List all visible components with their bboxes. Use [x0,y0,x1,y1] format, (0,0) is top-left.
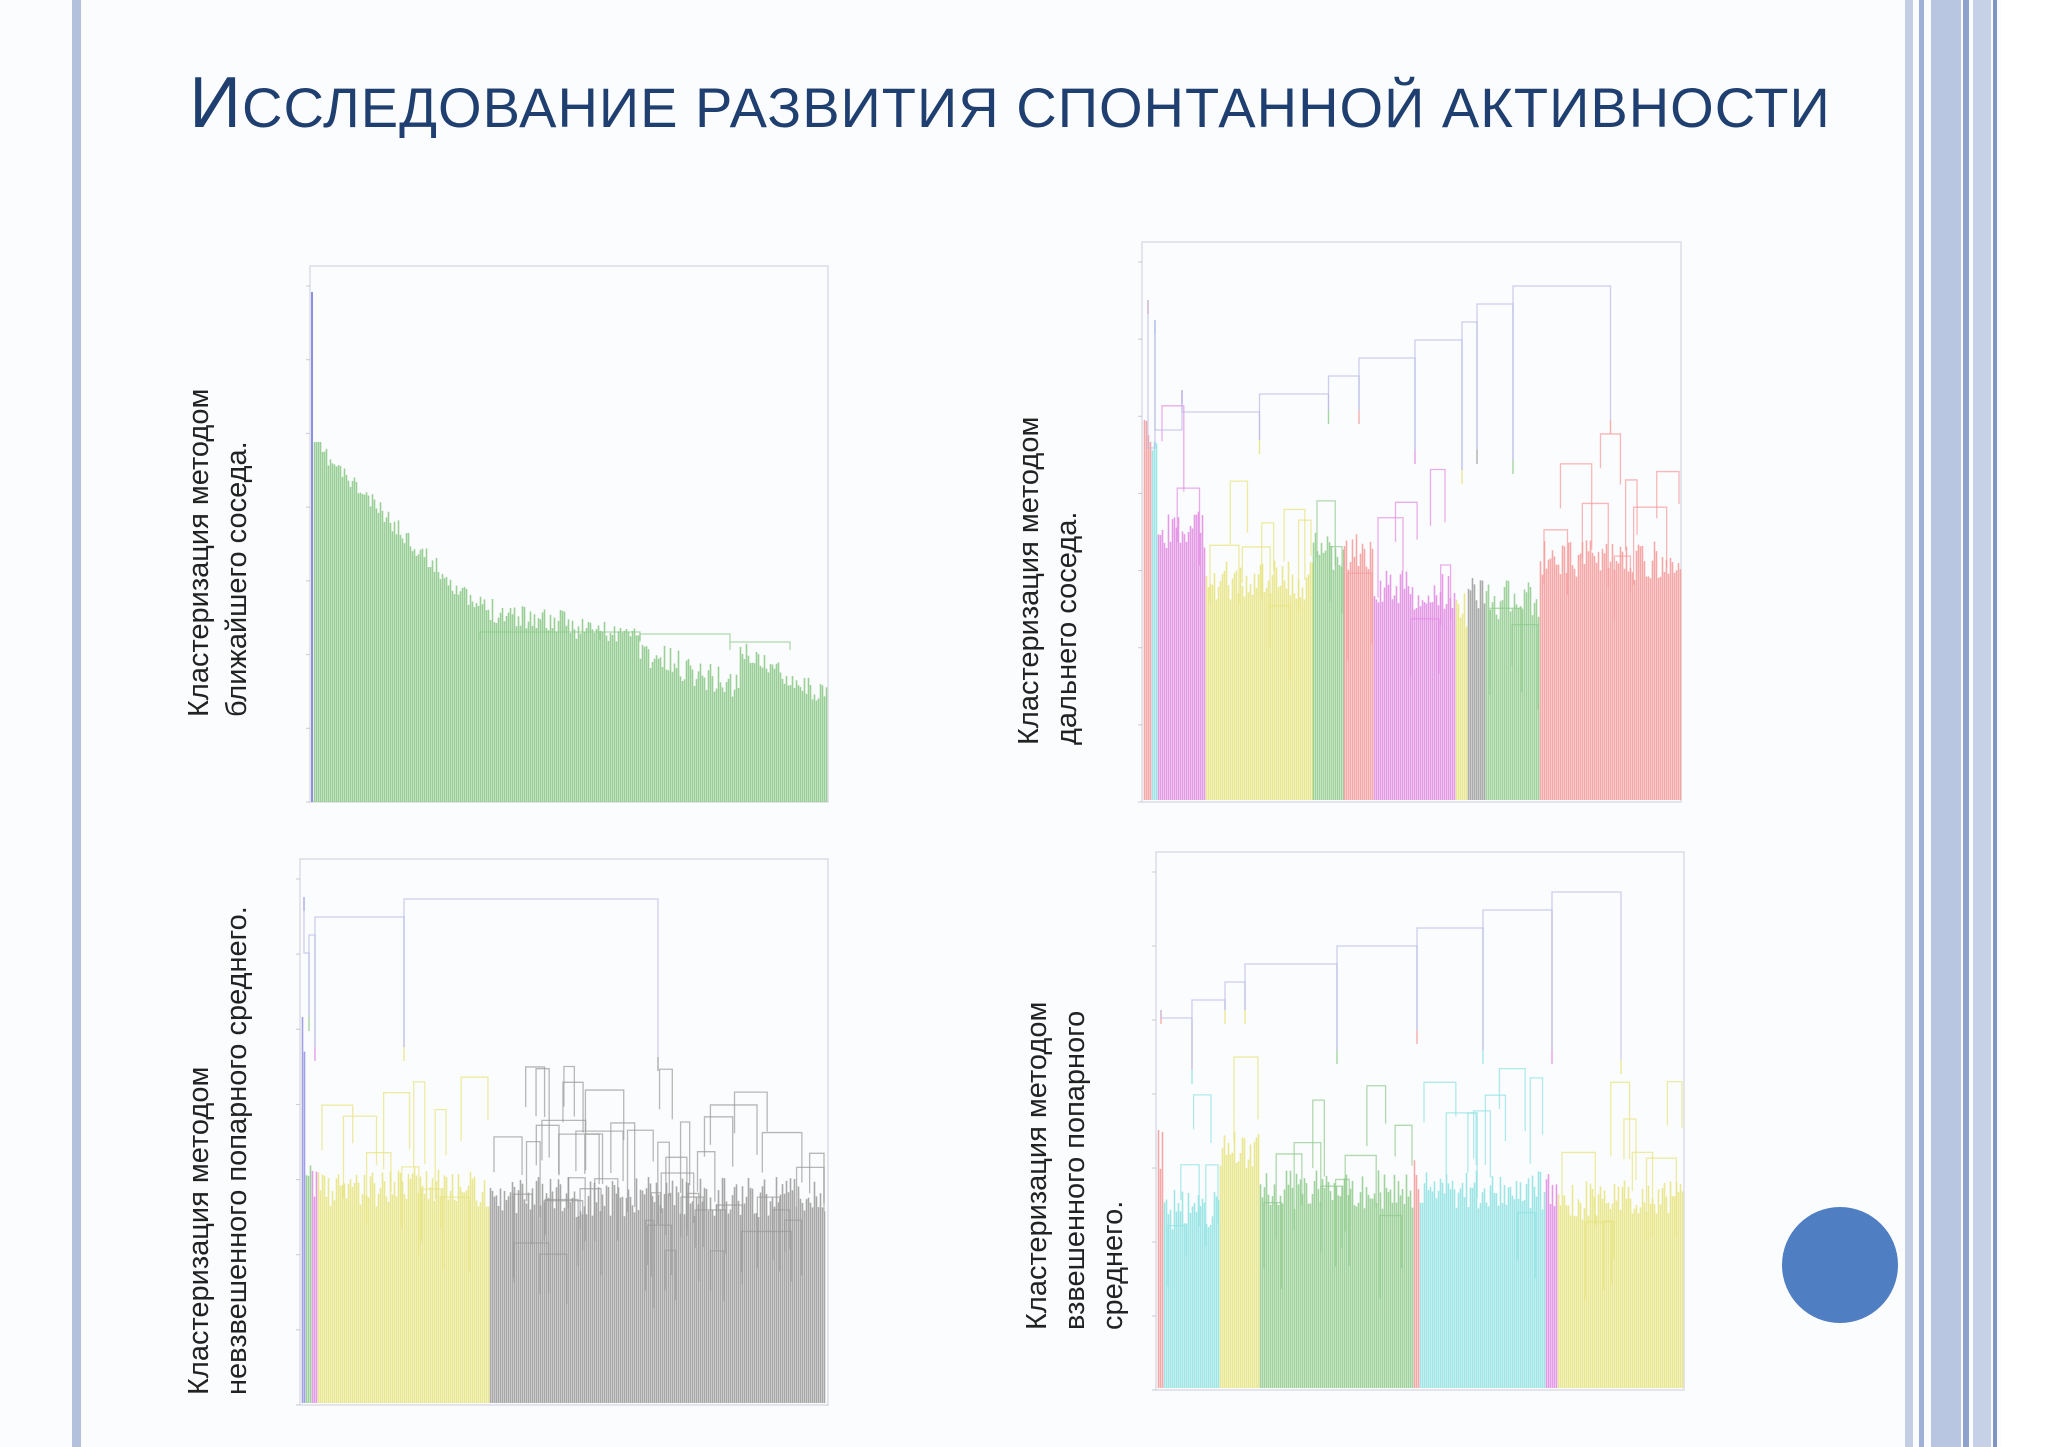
dendrogram-branches [1143,285,1682,800]
dendrogram-cluster-1 [301,897,306,1403]
dendrogram-cluster-1 [1157,1010,1164,1388]
panel-farthest-label: Кластеризация методом дальнего соседа. [1010,417,1086,745]
panel-unweighted-label-line-1: Кластеризация методом [183,1066,215,1395]
dendrogram-cluster-2 [1151,320,1158,800]
dendrogram-cluster-7 [1419,1050,1546,1388]
dendrogram-cluster-9 [1467,450,1486,800]
dendrogram-unweighted-pair-average [290,857,832,1409]
dendrogram-cluster-7 [1373,450,1456,800]
dendrogram-cluster-2 [1163,1070,1220,1388]
panel-weighted-label-line-3: среднего. [1097,1200,1129,1330]
slide-title: ИССЛЕДОВАНИЕ РАЗВИТИЯ СПОНТАННОЙ АКТИВНО… [0,62,2020,144]
dendrogram-nearest-neighbor [290,262,830,810]
panel-nearest-label-line-1: Кластеризация методом [183,388,215,717]
title-initial: И [189,63,242,143]
dendrogram-leaves [311,292,828,802]
left-border-stripe [72,0,81,1447]
dendrogram-cluster-5 [489,1057,826,1403]
dendrogram-weighted-pair-average [1150,850,1688,1395]
dendrogram-cluster-3 [1219,1010,1230,1388]
dendrogram-cluster-10 [1485,460,1540,800]
dendrogram-cluster-4 [317,1047,490,1403]
panel-farthest-label-line-2: дальнего соседа. [1051,511,1083,745]
dendrogram-cluster-6 [1413,1030,1420,1388]
dendrogram-cluster-3 [1157,390,1206,800]
dendrogram-cluster-5 [1259,1050,1414,1388]
next-slide-button[interactable] [1782,1207,1898,1323]
panel-unweighted-label-line-2: невзвешенного попарного среднего. [221,906,253,1395]
dendrogram-cluster-6 [1343,410,1374,800]
dendrogram-cluster-3 [311,1047,318,1403]
dendrogram-farthest-neighbor [1128,240,1688,810]
dendrogram-cluster-8 [1455,470,1468,800]
dendrogram-cluster-4 [1229,1010,1260,1388]
panel-nearest-label-line-2: ближайшего соседа. [221,441,253,717]
right-border-stripes [1905,0,2048,1447]
dendrogram-cluster-4 [1205,440,1314,800]
panel-weighted-label-line-2: взвешенного попарного [1059,1010,1091,1330]
panel-farthest-label-line-1: Кластеризация методом [1013,416,1045,745]
panel-frame-weighted [1155,851,1685,1391]
dendrogram-cluster-8 [1545,1050,1558,1388]
panel-weighted-label-line-1: Кластеризация методом [1021,1001,1053,1330]
dendrogram-cluster-2 [305,1017,312,1403]
panel-weighted-label: Кластеризация методом взвешенного попарн… [1018,1002,1132,1330]
dendrogram-cluster-11 [1539,420,1682,800]
panel-nearest-label: Кластеризация методом ближайшего соседа. [180,389,256,717]
dendrogram-cluster-5 [1312,410,1345,800]
panel-unweighted-label: Кластеризация методом невзвешенного попа… [180,906,256,1395]
dendrogram-cluster-9 [1557,1060,1684,1388]
panel-frame-farthest [1141,241,1682,803]
title-rest: ССЛЕДОВАНИЕ РАЗВИТИЯ СПОНТАННОЙ АКТИВНОС… [242,76,1831,139]
dendrogram-branches [1157,891,1684,1388]
dendrogram-branches [301,897,826,1403]
panel-frame-unweighted [299,858,829,1406]
